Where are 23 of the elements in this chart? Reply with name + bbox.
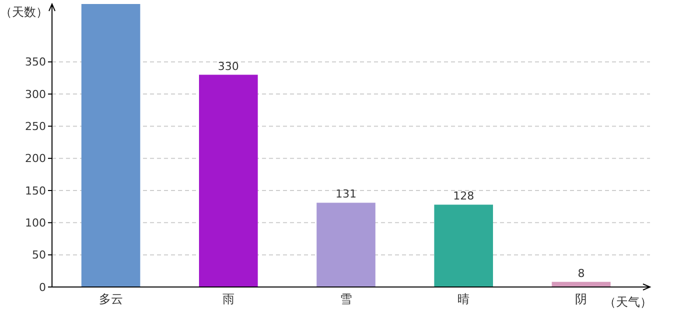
bar	[316, 202, 376, 287]
x-axis-title: （天气）	[604, 295, 652, 309]
y-tick-label: 0	[39, 280, 46, 294]
x-tick-label: 雪	[340, 292, 352, 306]
x-tick-label: 阴	[575, 292, 588, 306]
bar	[434, 204, 493, 287]
x-tick-label: 多云	[98, 292, 123, 306]
bar	[81, 4, 140, 287]
y-tick-label: 300	[25, 88, 46, 101]
data-label: 131	[336, 188, 356, 201]
y-tick-label: 200	[25, 152, 46, 166]
y-tick-label: 250	[25, 120, 46, 134]
x-tick-label: 晴	[458, 292, 470, 306]
data-label: 330	[218, 60, 239, 73]
y-tick-label: 50	[32, 248, 46, 262]
y-axis-title: （天数）	[0, 5, 48, 19]
data-label: 8	[578, 266, 585, 280]
y-tick-label: 350	[25, 56, 46, 69]
y-tick-label: 150	[25, 184, 46, 198]
bar	[199, 74, 258, 287]
y-tick-label: 100	[25, 216, 46, 230]
data-label: 128	[453, 190, 474, 203]
x-tick-label: 雨	[222, 292, 234, 306]
